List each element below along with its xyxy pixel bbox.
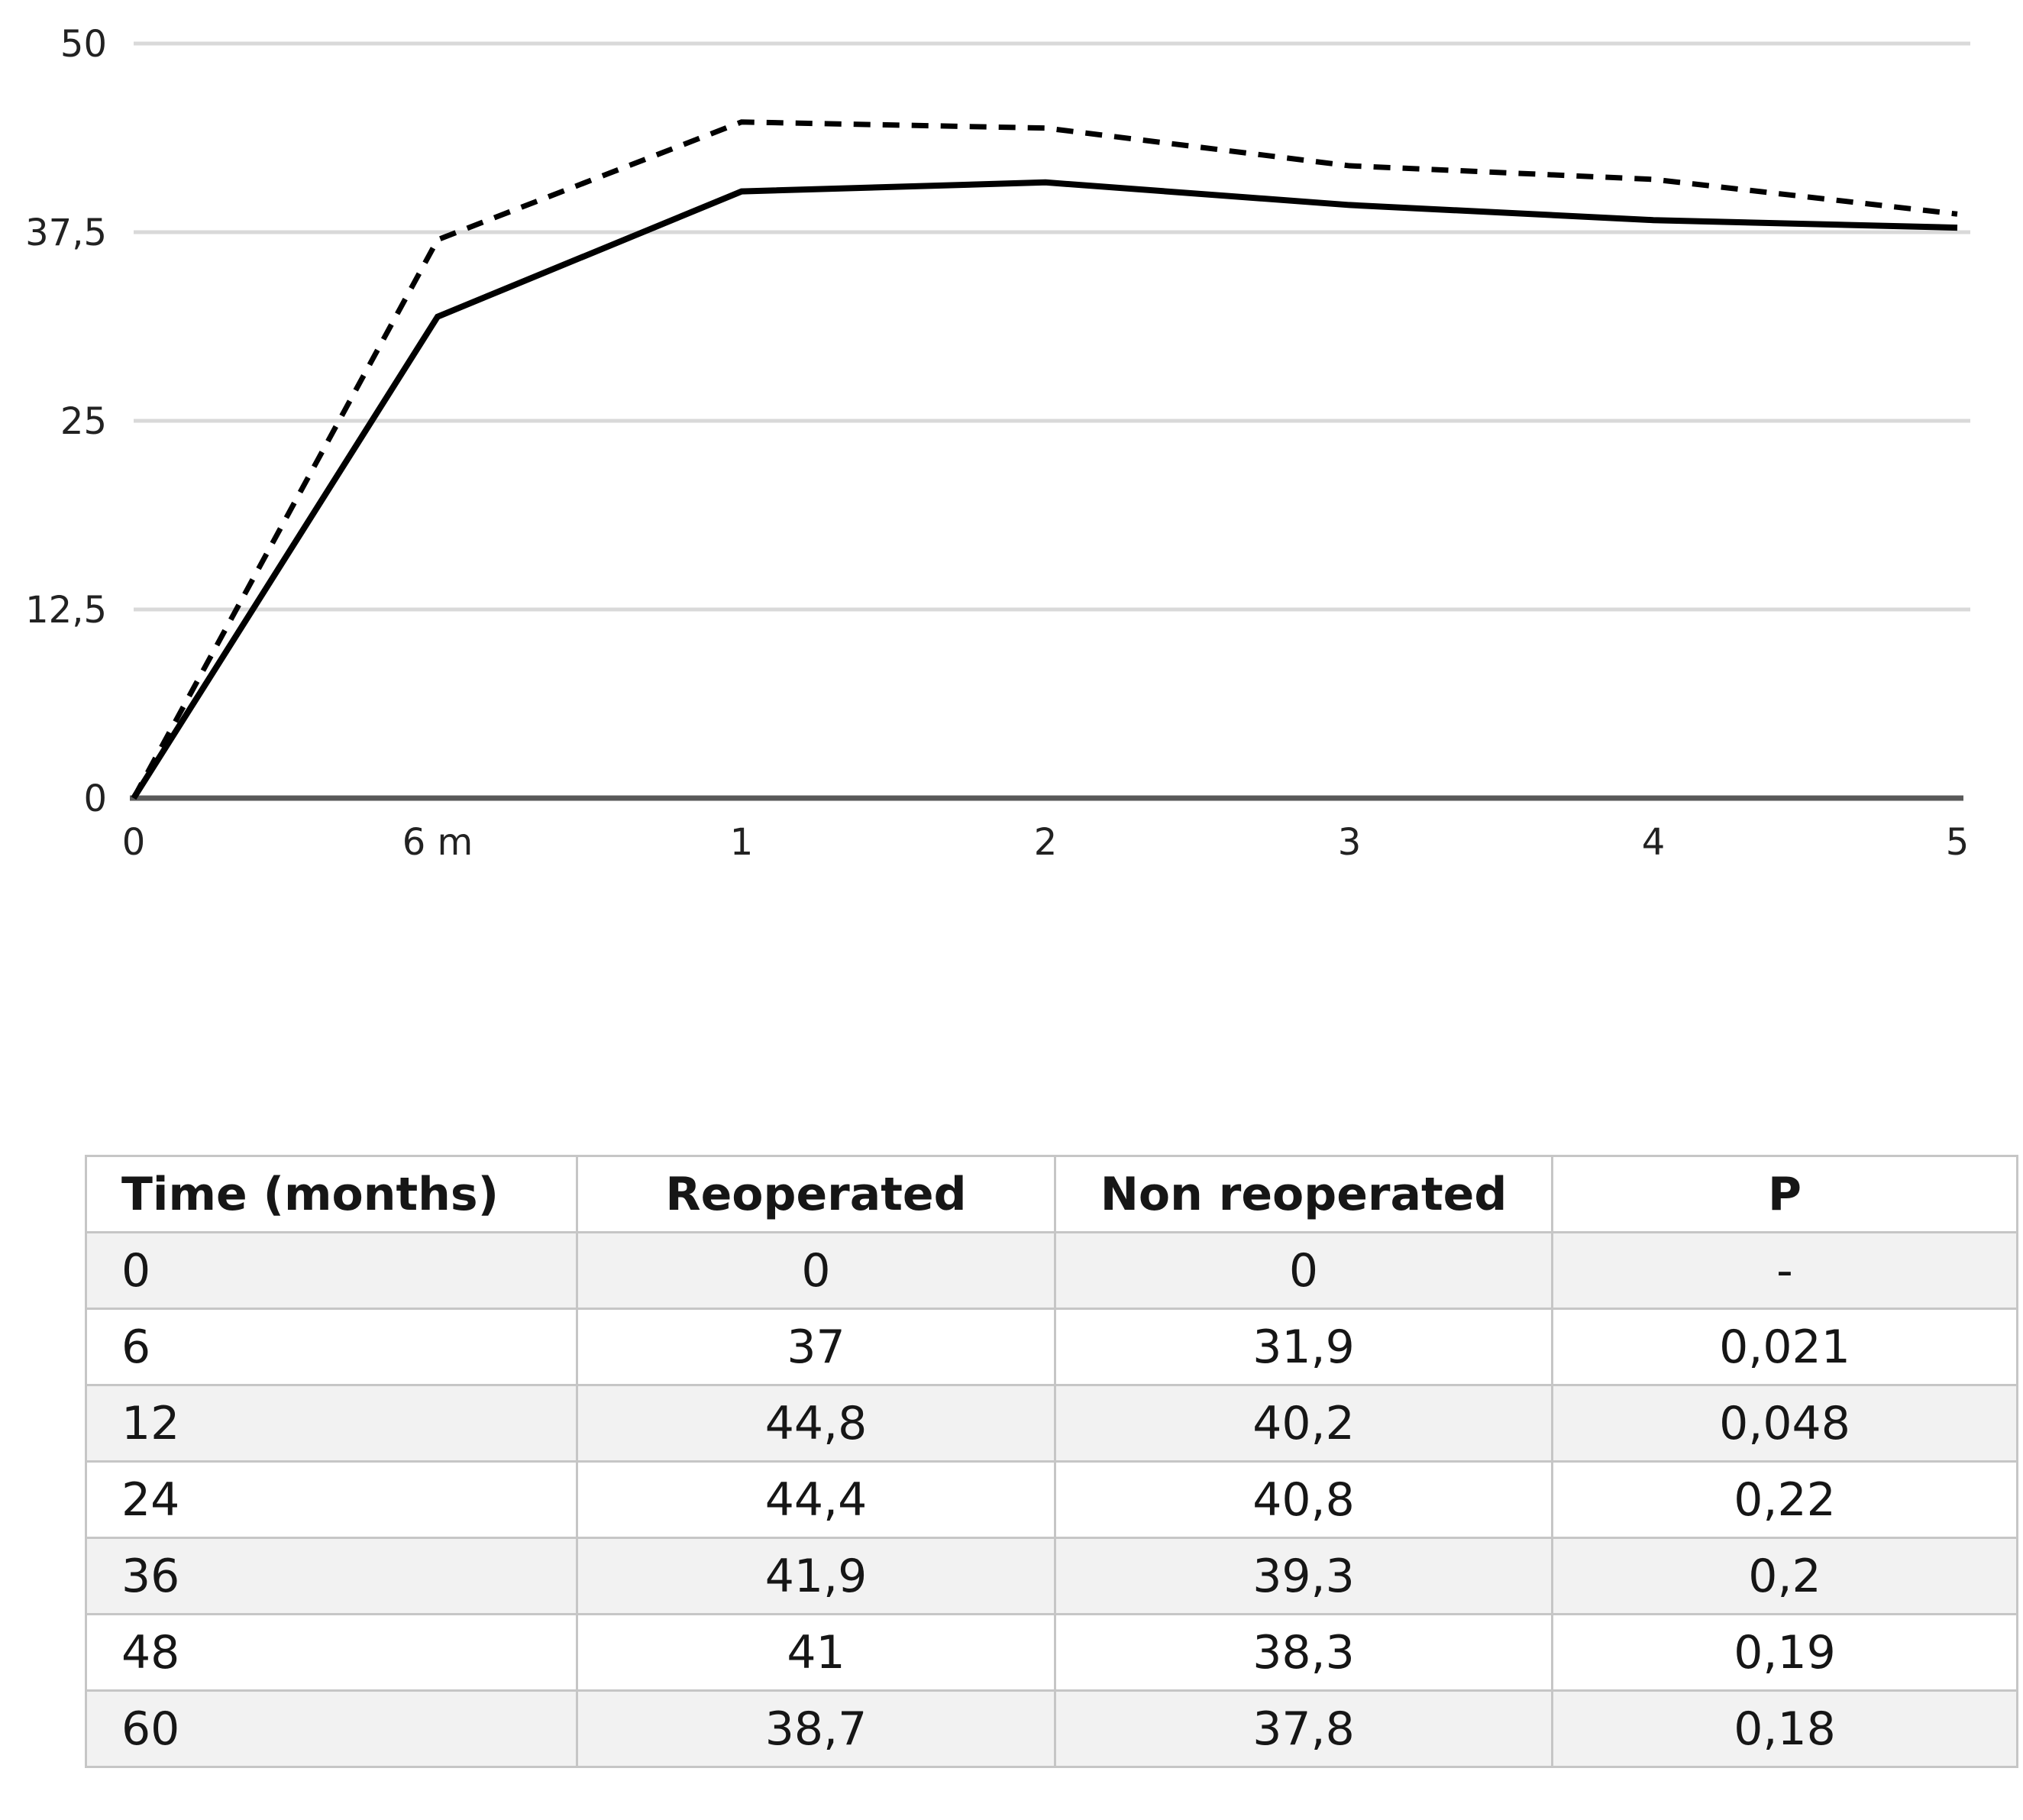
line-chart: 0 12,5 25 37,5 50 0 6 m 1 2 3 4 5 [25, 23, 1970, 864]
table-cell: 0 [85, 1231, 578, 1310]
table-cell: 44,4 [576, 1460, 1056, 1539]
table-cell: 38,3 [1054, 1613, 1553, 1692]
table-cell: 0,048 [1551, 1384, 2018, 1463]
table-cell: 6 [85, 1308, 578, 1386]
column-header: Reoperated [576, 1155, 1056, 1233]
x-tick-label: 2 [1034, 821, 1058, 864]
y-tick-label: 50 [60, 23, 107, 66]
table-cell: 41,9 [576, 1537, 1056, 1615]
x-tick-label: 6 m [402, 821, 473, 864]
table-cell: 31,9 [1054, 1308, 1553, 1386]
table-cell: 0,19 [1551, 1613, 2018, 1692]
y-tick-label: 12,5 [25, 589, 107, 632]
table-cell: 41 [576, 1613, 1056, 1692]
table-row: 6 37 31,9 0,021 [85, 1308, 2018, 1386]
data-table: Time (months) Reoperated Non reoperated P 0… [85, 1155, 2018, 1768]
table-cell: 38,7 [576, 1689, 1056, 1768]
table-cell: 0,22 [1551, 1460, 2018, 1539]
table-cell: 12 [85, 1384, 578, 1463]
table-cell: 0,18 [1551, 1689, 2018, 1768]
x-tick-label: 4 [1642, 821, 1666, 864]
table-cell: 40,8 [1054, 1460, 1553, 1539]
y-tick-label: 0 [83, 777, 107, 820]
x-tick-label: 3 [1338, 821, 1362, 864]
table-cell: 0,2 [1551, 1537, 2018, 1615]
table-cell: 0 [576, 1231, 1056, 1310]
y-tick-label: 37,5 [25, 212, 107, 254]
table-cell: 0 [1054, 1231, 1553, 1310]
table-cell: 36 [85, 1537, 578, 1615]
table-cell: 60 [85, 1689, 578, 1768]
x-tick-label: 5 [1946, 821, 1970, 864]
table-cell: 24 [85, 1460, 578, 1539]
x-tick-label: 0 [122, 821, 146, 864]
table-row: 48 41 38,3 0,19 [85, 1613, 2018, 1692]
table-cell: 0,021 [1551, 1308, 2018, 1386]
column-header: Non reoperated [1054, 1155, 1553, 1233]
series-non-reoperated-line [131, 179, 1958, 800]
table-cell: 44,8 [576, 1384, 1056, 1463]
table-cell: - [1551, 1231, 2018, 1310]
column-header: Time (months) [85, 1155, 578, 1233]
table-row: 36 41,9 39,3 0,2 [85, 1537, 2018, 1615]
table-row: 60 38,7 37,8 0,18 [85, 1689, 2018, 1768]
y-tick-label: 25 [60, 400, 107, 443]
table-cell: 48 [85, 1613, 578, 1692]
table-cell: 40,2 [1054, 1384, 1553, 1463]
table-cell: 39,3 [1054, 1537, 1553, 1615]
x-tick-label: 1 [730, 821, 754, 864]
table-cell: 37,8 [1054, 1689, 1553, 1768]
table-row: 24 44,4 40,8 0,22 [85, 1460, 2018, 1539]
table-cell: 37 [576, 1308, 1056, 1386]
table-row: 12 44,8 40,2 0,048 [85, 1384, 2018, 1463]
column-header: P [1551, 1155, 2018, 1233]
table-header-row: Time (months) Reoperated Non reoperated P [85, 1155, 2018, 1233]
